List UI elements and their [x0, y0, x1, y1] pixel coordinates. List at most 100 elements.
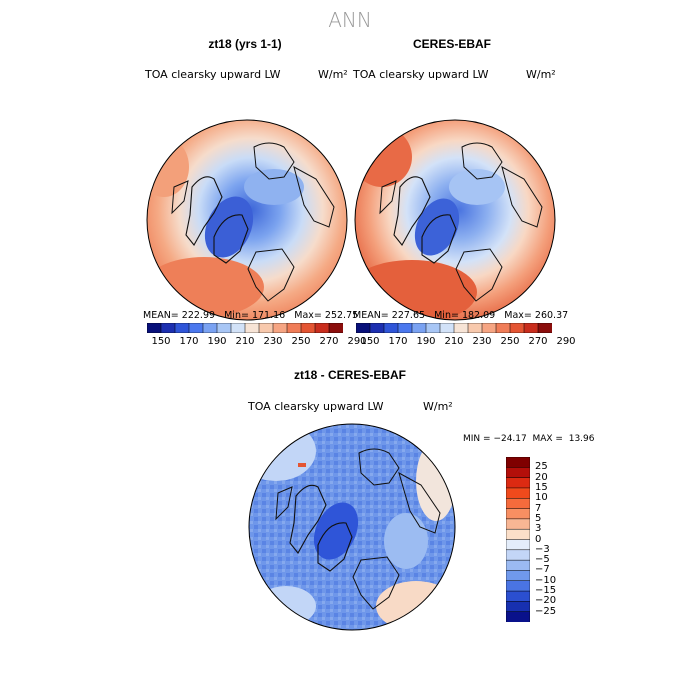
colorbar-diff-swatch [506, 539, 530, 551]
colorbar-model-swatch [230, 323, 246, 333]
colorbar-model-tick-label: 230 [263, 336, 283, 347]
colorbar-model-swatch [244, 323, 260, 333]
colorbar-model-swatch [314, 323, 330, 333]
panel-variable-obs: TOA clearsky upward LW [353, 68, 489, 81]
colorbar-diff-swatch [506, 518, 530, 530]
colorbar-model-tick-label: 270 [319, 336, 339, 347]
globe-map-obs [352, 117, 558, 323]
colorbar-diff-swatch [506, 467, 530, 479]
diff-panel-units: W/m² [423, 400, 453, 413]
colorbar-obs-swatch [495, 323, 511, 333]
colorbar-diff-tick-label: −7 [535, 564, 550, 576]
colorbar-diff-swatch [506, 601, 530, 613]
globe-map-diff [246, 421, 458, 633]
panel-title-model: zt18 (yrs 1-1) [208, 37, 282, 51]
colorbar-obs-swatch [383, 323, 399, 333]
colorbar-diff-swatch [506, 580, 530, 592]
colorbar-model-swatch [160, 323, 176, 333]
colorbar-model-swatch [188, 323, 204, 333]
globe-diff-svg [248, 423, 456, 631]
colorbar-obs-tick-label: 250 [500, 336, 520, 347]
colorbar-obs-tick-label: 150 [360, 336, 380, 347]
colorbar-obs-swatch [523, 323, 539, 333]
colorbar-diff-tick-label: 20 [535, 471, 548, 483]
colorbar-diff-swatch [506, 498, 530, 510]
colorbar-obs-tick-label: 270 [528, 336, 548, 347]
colorbar-model-swatch [328, 323, 343, 333]
colorbar-diff-tick-label: −3 [535, 543, 550, 555]
colorbar-diff-tick-label: −10 [535, 574, 557, 586]
colorbar-model-swatch [174, 323, 190, 333]
colorbar-model-tick-label: 210 [235, 336, 255, 347]
colorbar-obs-swatch [411, 323, 427, 333]
colorbar-obs-tick-label: 170 [388, 336, 408, 347]
colorbar-obs-swatch [425, 323, 441, 333]
colorbar-diff-swatch [506, 487, 530, 499]
diff-panel-title: zt18 - CERES-EBAF [293, 368, 406, 382]
colorbar-diff-tick-label: 3 [535, 523, 542, 535]
colorbar-diff-tick-label: 7 [535, 502, 542, 514]
colorbar-model [147, 323, 343, 333]
stats-line-obs: MEAN= 227.65 Min= 182.09 Max= 260.37 [353, 310, 569, 321]
colorbar-diff-swatch [506, 457, 530, 468]
colorbar-obs-tick-label: 230 [472, 336, 492, 347]
colorbar-diff-tick-label: 10 [535, 492, 548, 504]
colorbar-diff-swatch [506, 549, 530, 561]
colorbar-obs-tick-label: 210 [444, 336, 464, 347]
colorbar-diff [506, 457, 530, 622]
colorbar-diff-tick-label: −5 [535, 554, 550, 566]
diff-stats: MIN = −24.17 MAX = 13.96 [463, 434, 595, 444]
colorbar-model-swatch [272, 323, 288, 333]
colorbar-diff-tick-label: −15 [535, 585, 557, 597]
colorbar-model-swatch [300, 323, 316, 333]
panel-units-model: W/m² [318, 68, 348, 81]
colorbar-model-swatch [147, 323, 162, 333]
colorbar-diff-swatch [506, 508, 530, 520]
colorbar-diff-swatch [506, 611, 530, 622]
colorbar-model-labels: 150 170 190 210 230 250 270 290 [147, 336, 366, 350]
colorbar-obs-labels: 150 170 190 210 230 250 270 290 [356, 336, 575, 350]
colorbar-model-swatch [202, 323, 218, 333]
colorbar-obs [356, 323, 552, 333]
colorbar-diff-svg [506, 457, 530, 622]
colorbar-obs-swatch [369, 323, 385, 333]
colorbar-diff-tick-label: −20 [535, 595, 557, 607]
colorbar-diff-tick-label: 5 [535, 512, 542, 524]
panel-variable-model: TOA clearsky upward LW [145, 68, 281, 81]
colorbar-diff-swatch [506, 570, 530, 582]
colorbar-model-swatch [258, 323, 274, 333]
diff-panel-variable: TOA clearsky upward LW [248, 400, 384, 413]
colorbar-obs-swatch [509, 323, 525, 333]
colorbar-model-swatch [286, 323, 302, 333]
colorbar-obs-tick-label: 190 [416, 336, 436, 347]
colorbar-obs-swatch [453, 323, 469, 333]
colorbar-diff-tick-label: 15 [535, 481, 548, 493]
panel-title-obs: CERES-EBAF [412, 37, 491, 51]
colorbar-diff-swatch [506, 559, 530, 571]
colorbar-obs-swatch [537, 323, 552, 333]
colorbar-diff-labels: 25 20 15 10 7 5 3 0 −3 −5 −7 −10 −15 −20 −25 [535, 457, 575, 622]
colorbar-obs-tick-label: 290 [556, 336, 576, 347]
colorbar-model-svg [147, 323, 343, 333]
colorbar-model-tick-label: 170 [179, 336, 199, 347]
colorbar-obs-swatch [439, 323, 455, 333]
colorbar-obs-svg [356, 323, 552, 333]
panel-units-obs: W/m² [526, 68, 556, 81]
colorbar-model-tick-label: 190 [207, 336, 227, 347]
colorbar-diff-swatch [506, 477, 530, 489]
globe-obs-svg [354, 119, 556, 321]
colorbar-model-tick-label: 150 [151, 336, 171, 347]
page-title: ANN [328, 8, 372, 32]
colorbar-obs-swatch [397, 323, 413, 333]
colorbar-diff-tick-label: 0 [535, 533, 542, 545]
colorbar-model-swatch [216, 323, 232, 333]
colorbar-model-tick-label: 290 [347, 336, 367, 347]
colorbar-diff-tick-label: 25 [535, 461, 548, 473]
globe-map-model [144, 117, 350, 323]
colorbar-obs-swatch [356, 323, 371, 333]
globe-model-svg [146, 119, 348, 321]
colorbar-diff-swatch [506, 590, 530, 602]
stats-line-model: MEAN= 222.99 Min= 171.16 Max= 252.75 [143, 310, 359, 321]
colorbar-obs-swatch [481, 323, 497, 333]
colorbar-diff-tick-label: −25 [535, 605, 557, 617]
